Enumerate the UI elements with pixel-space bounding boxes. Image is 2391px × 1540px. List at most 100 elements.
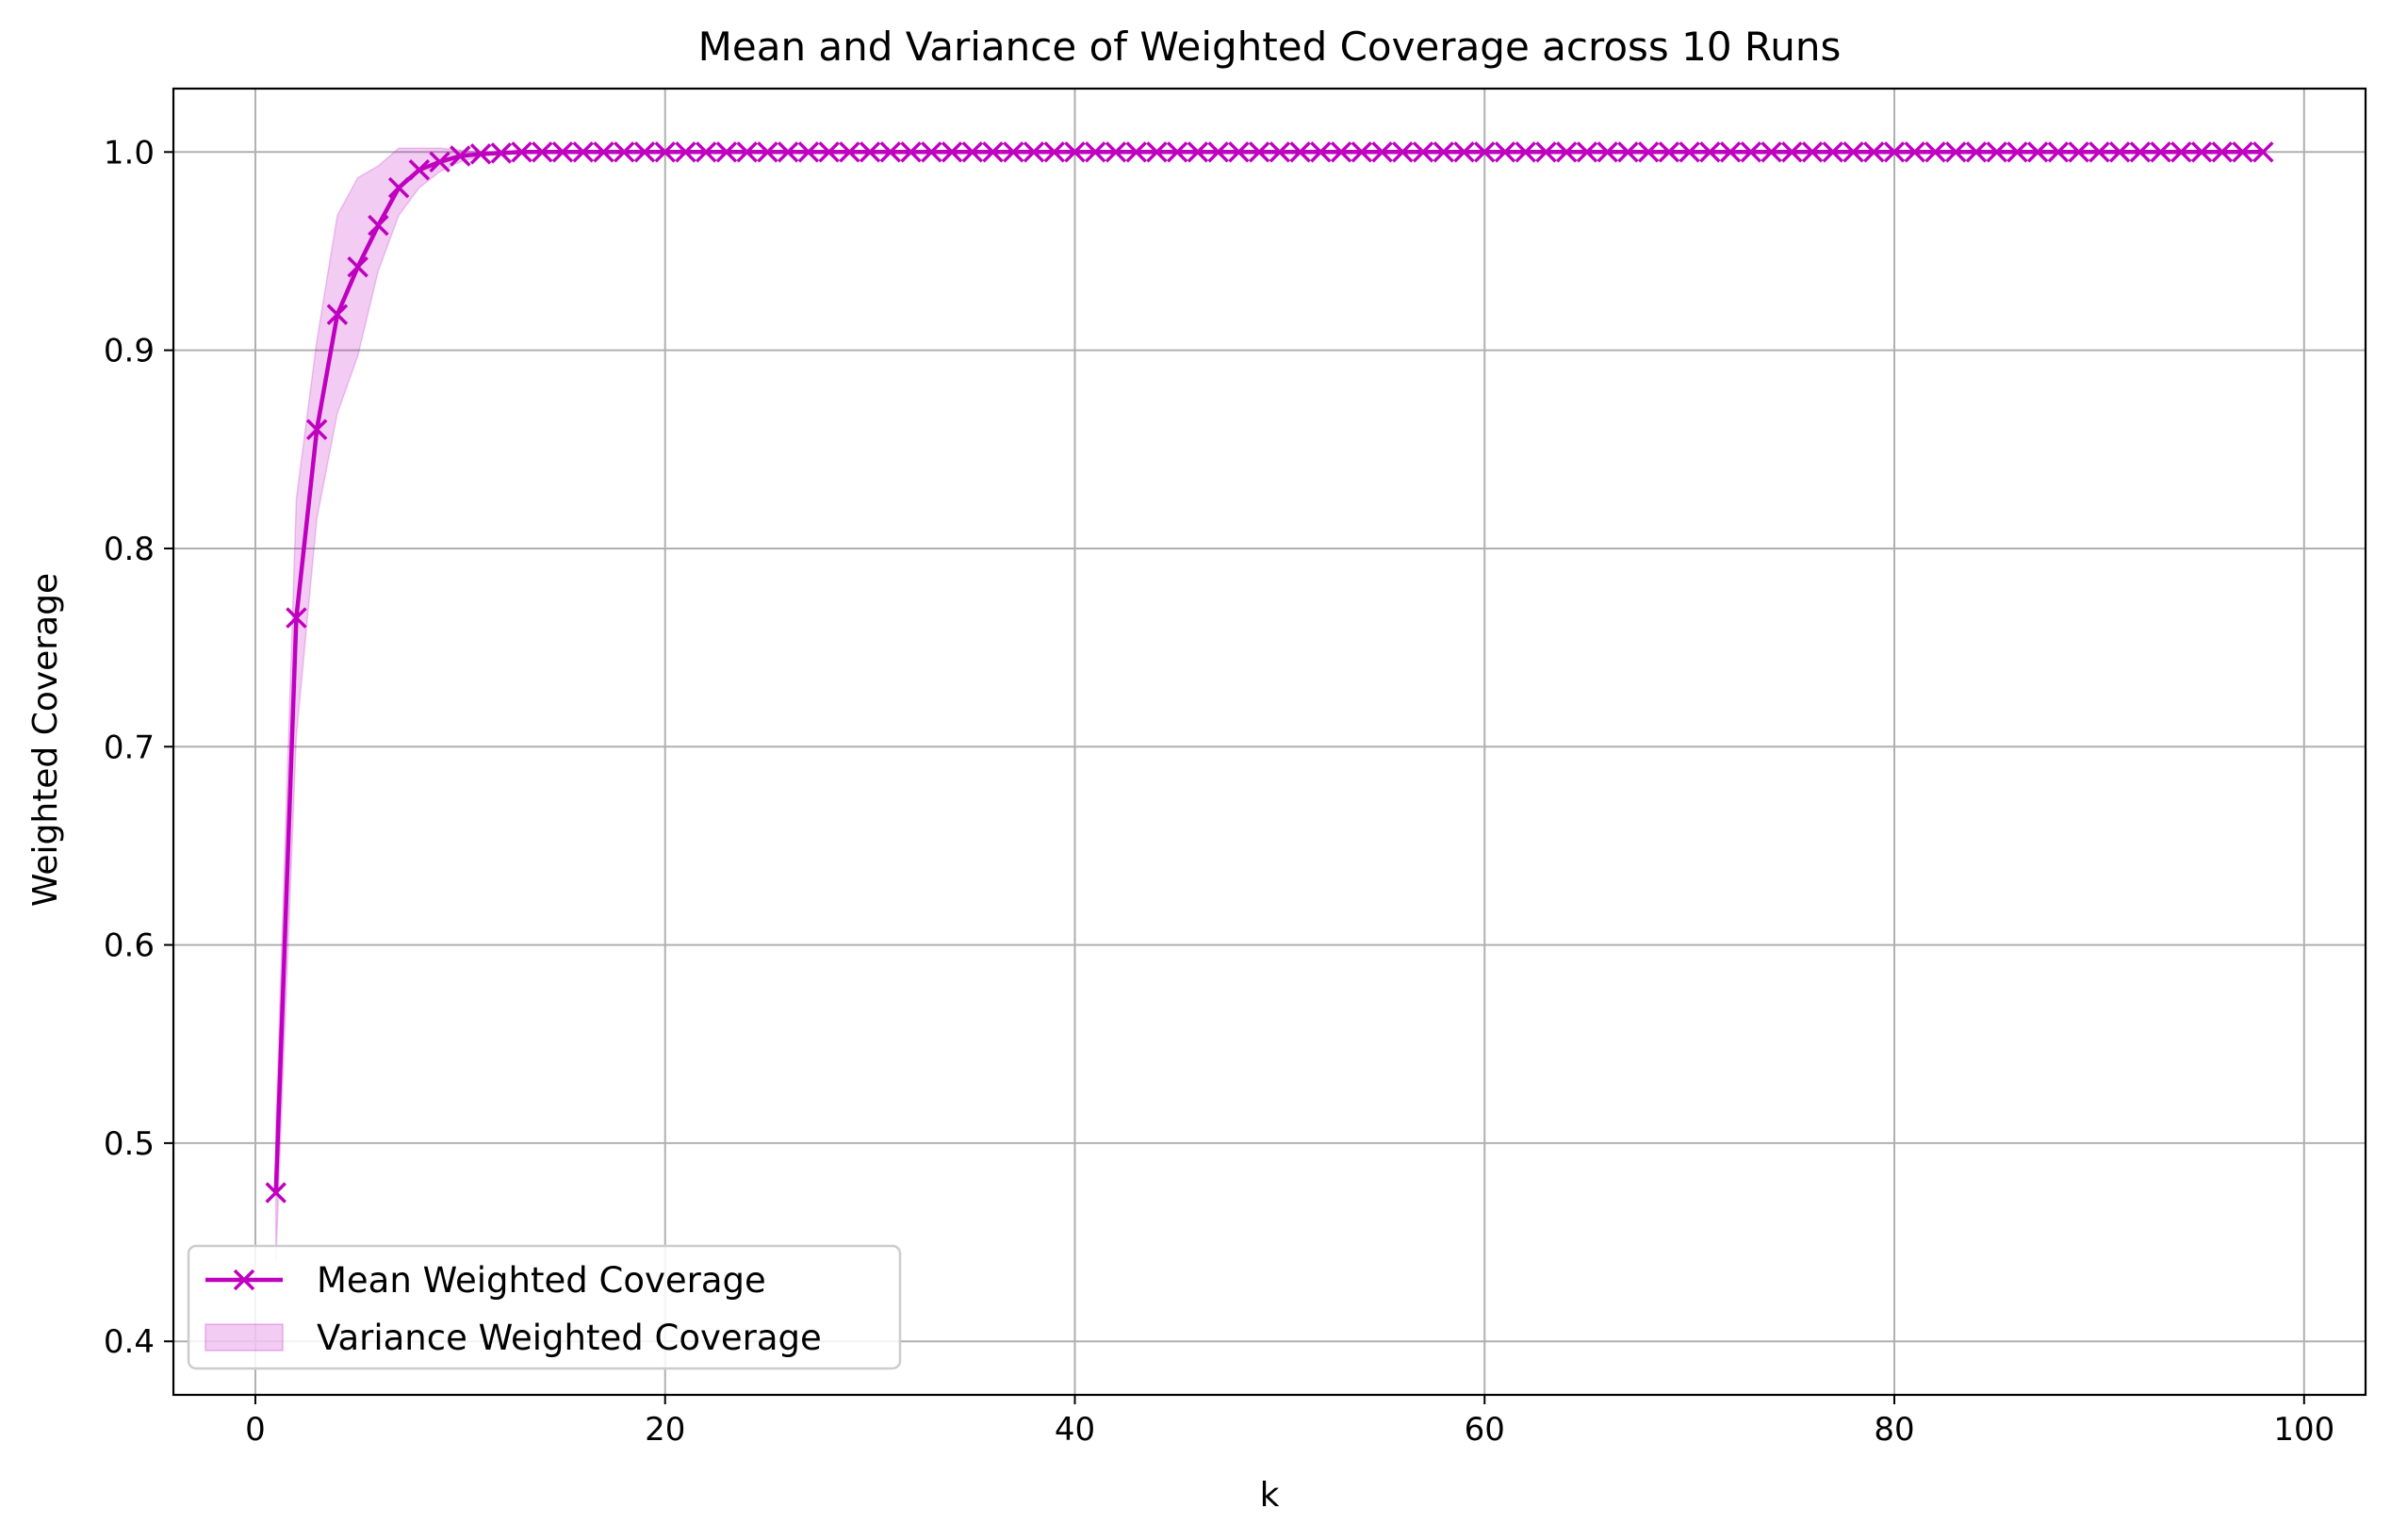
y-tick-label: 0.5: [104, 1125, 155, 1163]
data-point-marker: [1679, 141, 1700, 163]
data-point-marker: [2252, 141, 2274, 163]
data-point-marker: [2068, 141, 2089, 163]
data-point-marker: [2211, 141, 2234, 163]
data-point-marker: [961, 141, 984, 163]
data-point-marker: [900, 141, 922, 163]
data-point-marker: [1474, 141, 1496, 163]
data-point-marker: [593, 141, 614, 163]
data-point-marker: [839, 141, 860, 163]
x-tick-label: 0: [245, 1411, 266, 1449]
data-point-marker: [305, 418, 328, 440]
data-point-marker: [1289, 141, 1311, 163]
data-point-marker: [1555, 141, 1578, 163]
data-point-marker: [1453, 141, 1475, 163]
data-point-marker: [1003, 141, 1024, 163]
y-tick-label: 0.7: [104, 729, 155, 766]
data-point-marker: [1760, 141, 1782, 163]
legend-x-marker: [233, 1269, 255, 1291]
data-point-marker: [1228, 141, 1250, 163]
data-point-marker: [1863, 141, 1885, 163]
data-point-marker: [572, 141, 595, 163]
data-point-marker: [675, 141, 696, 163]
data-point-marker: [695, 141, 717, 163]
data-point-marker: [1494, 141, 1516, 163]
data-point-marker: [1269, 141, 1291, 163]
data-point-marker: [1043, 141, 1065, 163]
data-point-marker: [408, 158, 431, 181]
data-point-marker: [2190, 141, 2213, 163]
variance-band-layer: [274, 147, 522, 1263]
x-tick-label: 20: [645, 1411, 685, 1449]
x-tick-label: 40: [1055, 1411, 1095, 1449]
data-point-marker: [1781, 141, 1803, 163]
data-point-marker: [777, 141, 799, 163]
data-point-marker: [879, 141, 902, 163]
data-point-marker: [2006, 141, 2028, 163]
data-point-marker: [1412, 141, 1434, 163]
data-point-marker: [2047, 141, 2070, 163]
data-point-marker: [511, 141, 532, 163]
data-point-marker: [1617, 141, 1639, 163]
data-point-marker: [326, 303, 349, 326]
data-point-marker: [1944, 141, 1967, 163]
y-axis-label: Weighted Coverage: [26, 573, 65, 907]
data-point-marker: [2129, 141, 2152, 163]
y-tick-label: 0.6: [104, 927, 155, 965]
data-point-marker: [1166, 141, 1188, 163]
data-point-marker: [1105, 141, 1127, 163]
data-point-marker: [1084, 141, 1106, 163]
data-point-marker: [633, 141, 656, 163]
variance-band: [274, 147, 522, 1263]
data-point-marker: [859, 141, 881, 163]
data-point-marker: [654, 141, 676, 163]
data-point-marker: [1310, 141, 1332, 163]
data-point-marker: [286, 607, 307, 629]
data-point-marker: [1637, 141, 1660, 163]
data-point-marker: [1597, 141, 1618, 163]
data-point-marker: [1699, 141, 1721, 163]
data-point-marker: [2232, 141, 2253, 163]
x-tick-label: 60: [1465, 1411, 1505, 1449]
data-point-marker: [1187, 141, 1209, 163]
x-tick-label: 80: [1874, 1411, 1914, 1449]
data-point-marker: [551, 141, 574, 163]
data-point-marker: [1883, 141, 1906, 163]
data-point-marker: [1904, 141, 1925, 163]
axes: 0 20 40 60 80 100 0.4 0.5 0.6 0.7 0.8 0.9 1.0: [104, 87, 2367, 1449]
data-point-marker: [715, 141, 738, 163]
y-tick-label: 1.0: [104, 134, 155, 172]
data-point-marker: [2150, 141, 2171, 163]
data-point-marker: [1392, 141, 1414, 163]
data-point-marker: [797, 141, 820, 163]
data-point-marker: [818, 141, 840, 163]
data-point-marker: [1351, 141, 1373, 163]
legend-box: [187, 1244, 902, 1370]
chart-title: Mean and Variance of Weighted Coverage a…: [698, 24, 1842, 70]
data-point-marker: [368, 214, 389, 237]
legend: Mean Weighted Coverage Variance Weighted…: [187, 1244, 902, 1370]
data-point-marker: [490, 142, 513, 164]
data-point-marker: [982, 141, 1004, 163]
data-point-marker: [1842, 141, 1864, 163]
data-point-marker: [1822, 141, 1844, 163]
plot-frame: [172, 87, 2367, 1397]
data-point-marker: [429, 151, 450, 173]
x-tick-label: 100: [2273, 1411, 2334, 1449]
data-point-marker: [469, 143, 492, 165]
data-point-marker: [2170, 141, 2192, 163]
data-point-marker: [1576, 141, 1598, 163]
data-point-marker: [921, 141, 942, 163]
data-point-marker: [265, 1182, 287, 1204]
mean-line-layer: [265, 141, 2274, 1204]
data-point-marker: [1146, 141, 1168, 163]
data-point-marker: [1965, 141, 1988, 163]
data-point-marker: [450, 145, 471, 167]
y-tick-label: 0.8: [104, 531, 155, 568]
data-point-marker: [347, 256, 368, 278]
legend-band-swatch: [205, 1323, 284, 1352]
data-point-marker: [1801, 141, 1824, 163]
legend-label-variance: Variance Weighted Coverage: [317, 1318, 822, 1358]
data-point-marker: [1740, 141, 1762, 163]
legend-label-mean: Mean Weighted Coverage: [317, 1260, 766, 1301]
